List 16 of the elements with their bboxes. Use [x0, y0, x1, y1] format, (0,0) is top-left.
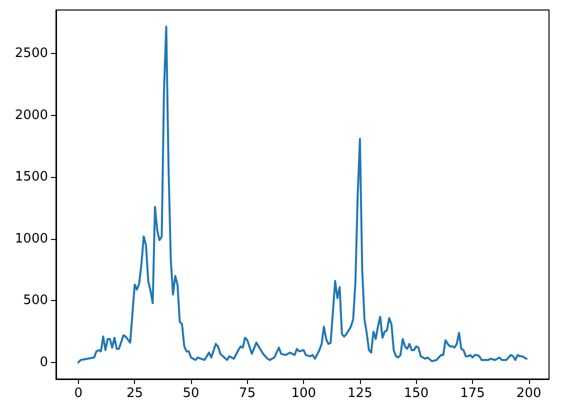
- line-series: [77, 26, 528, 364]
- x-tick-label: 75: [239, 386, 256, 401]
- x-tick-label: 200: [516, 386, 542, 401]
- x-tick-label: 25: [126, 386, 143, 401]
- x-tick-label: 175: [460, 386, 485, 401]
- x-tick-label: 150: [404, 386, 429, 401]
- y-tick-label: 1500: [14, 170, 48, 185]
- x-tick-label: 50: [182, 386, 200, 401]
- y-tick-label: 2000: [14, 108, 48, 123]
- x-tick-label: 0: [74, 386, 83, 401]
- y-tick-label: 0: [40, 354, 48, 370]
- x-tick-label: 125: [348, 386, 372, 401]
- x-tick-label: 100: [291, 386, 316, 401]
- y-tick-label: 1000: [14, 231, 48, 246]
- y-tick-label: 500: [23, 293, 48, 308]
- y-tick-label: 2500: [14, 46, 48, 62]
